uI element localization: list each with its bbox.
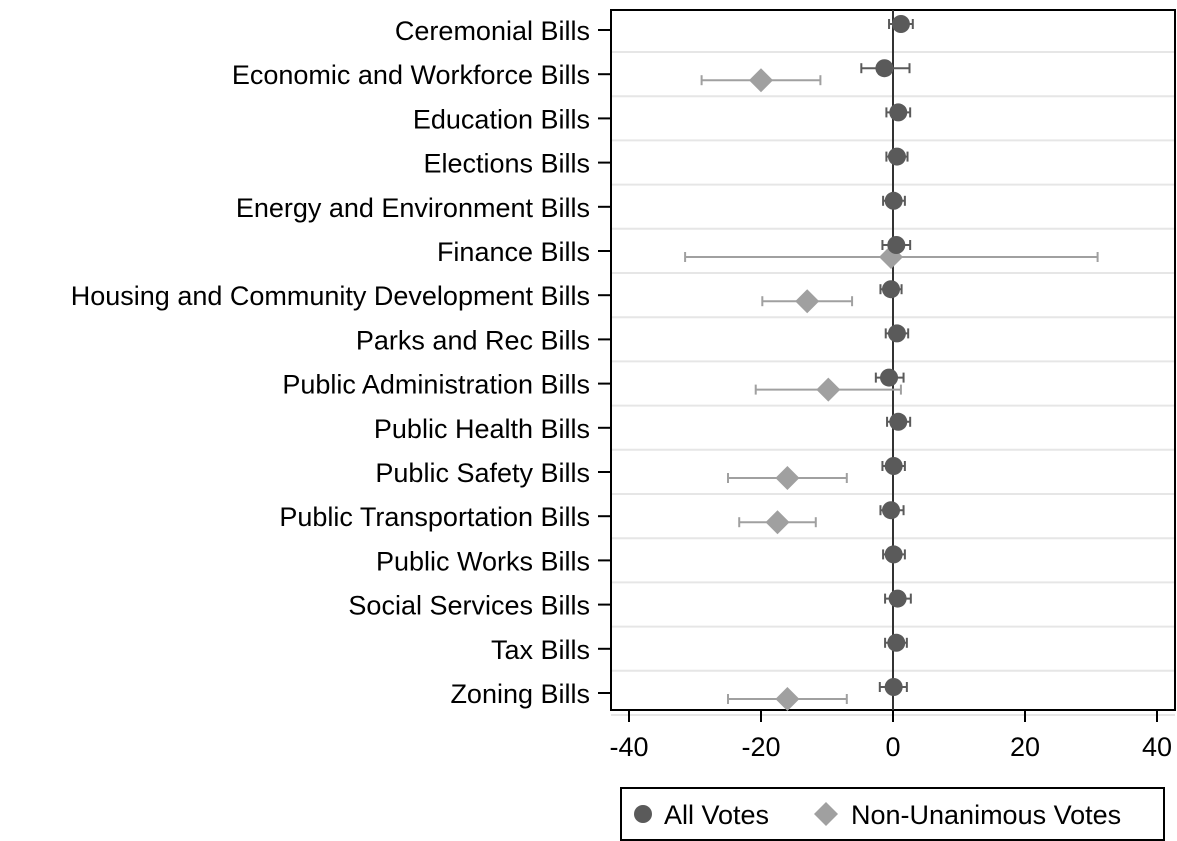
x-axis: -40 -20 0 20 40 — [609, 710, 1172, 762]
category-label: Elections Bills — [423, 149, 590, 179]
point-estimate-all-votes — [889, 412, 908, 431]
point-estimate-non-unanimous — [795, 289, 820, 314]
point-estimate-non-unanimous — [775, 466, 800, 490]
x-tick-label: 40 — [1142, 732, 1172, 762]
y-axis-ticks — [598, 29, 611, 694]
point-estimate-all-votes — [891, 15, 910, 33]
point-estimate-all-votes — [887, 147, 906, 166]
point-estimate-non-unanimous — [775, 687, 800, 711]
legend-all-votes-label: All Votes — [664, 800, 769, 830]
category-label: Public Transportation Bills — [279, 502, 590, 532]
point-estimate-non-unanimous — [765, 510, 790, 535]
x-tick-label: 20 — [1010, 732, 1040, 762]
legend: All Votes Non-Unanimous Votes — [620, 787, 1165, 841]
point-estimate-all-votes — [888, 589, 907, 608]
point-estimate-all-votes — [875, 59, 894, 78]
category-label: Tax Bills — [491, 635, 590, 665]
point-estimate-all-votes — [889, 103, 908, 122]
legend-non-unanimous-marker — [814, 802, 838, 826]
point-estimate-all-votes — [887, 633, 906, 652]
point-estimate-all-votes — [884, 678, 903, 696]
category-label: Public Health Bills — [374, 414, 590, 444]
point-estimate-all-votes — [882, 280, 901, 299]
legend-all-votes-marker — [634, 805, 652, 823]
point-estimate-all-votes — [887, 236, 906, 254]
category-label: Housing and Community Development Bills — [71, 281, 590, 311]
category-label: Education Bills — [413, 104, 590, 134]
point-estimate-all-votes — [884, 457, 903, 475]
category-label: Social Services Bills — [348, 591, 590, 621]
category-label: Finance Bills — [437, 237, 590, 267]
category-label: Economic and Workforce Bills — [232, 60, 590, 90]
category-labels: Ceremonial Bills Economic and Workforce B… — [71, 16, 590, 709]
point-estimate-all-votes — [882, 501, 901, 520]
category-label: Energy and Environment Bills — [236, 193, 590, 223]
x-tick-label: -40 — [609, 732, 648, 762]
category-label: Public Administration Bills — [282, 370, 590, 400]
point-estimate-all-votes — [887, 324, 906, 343]
point-estimate-all-votes — [880, 368, 899, 387]
point-estimate-all-votes — [884, 191, 903, 210]
point-estimate-non-unanimous — [816, 377, 841, 402]
legend-box — [620, 787, 1165, 841]
point-estimate-all-votes — [884, 545, 903, 564]
category-label: Public Safety Bills — [375, 458, 590, 488]
series-marks — [684, 15, 1099, 711]
legend-non-unanimous-label: Non-Unanimous Votes — [851, 800, 1121, 830]
category-label: Zoning Bills — [450, 679, 590, 709]
category-label: Ceremonial Bills — [395, 16, 590, 46]
category-label: Parks and Rec Bills — [356, 325, 590, 355]
x-tick-label: -20 — [741, 732, 780, 762]
category-label: Public Works Bills — [376, 546, 590, 576]
point-estimate-non-unanimous — [749, 68, 773, 93]
x-tick-label: 0 — [885, 732, 900, 762]
